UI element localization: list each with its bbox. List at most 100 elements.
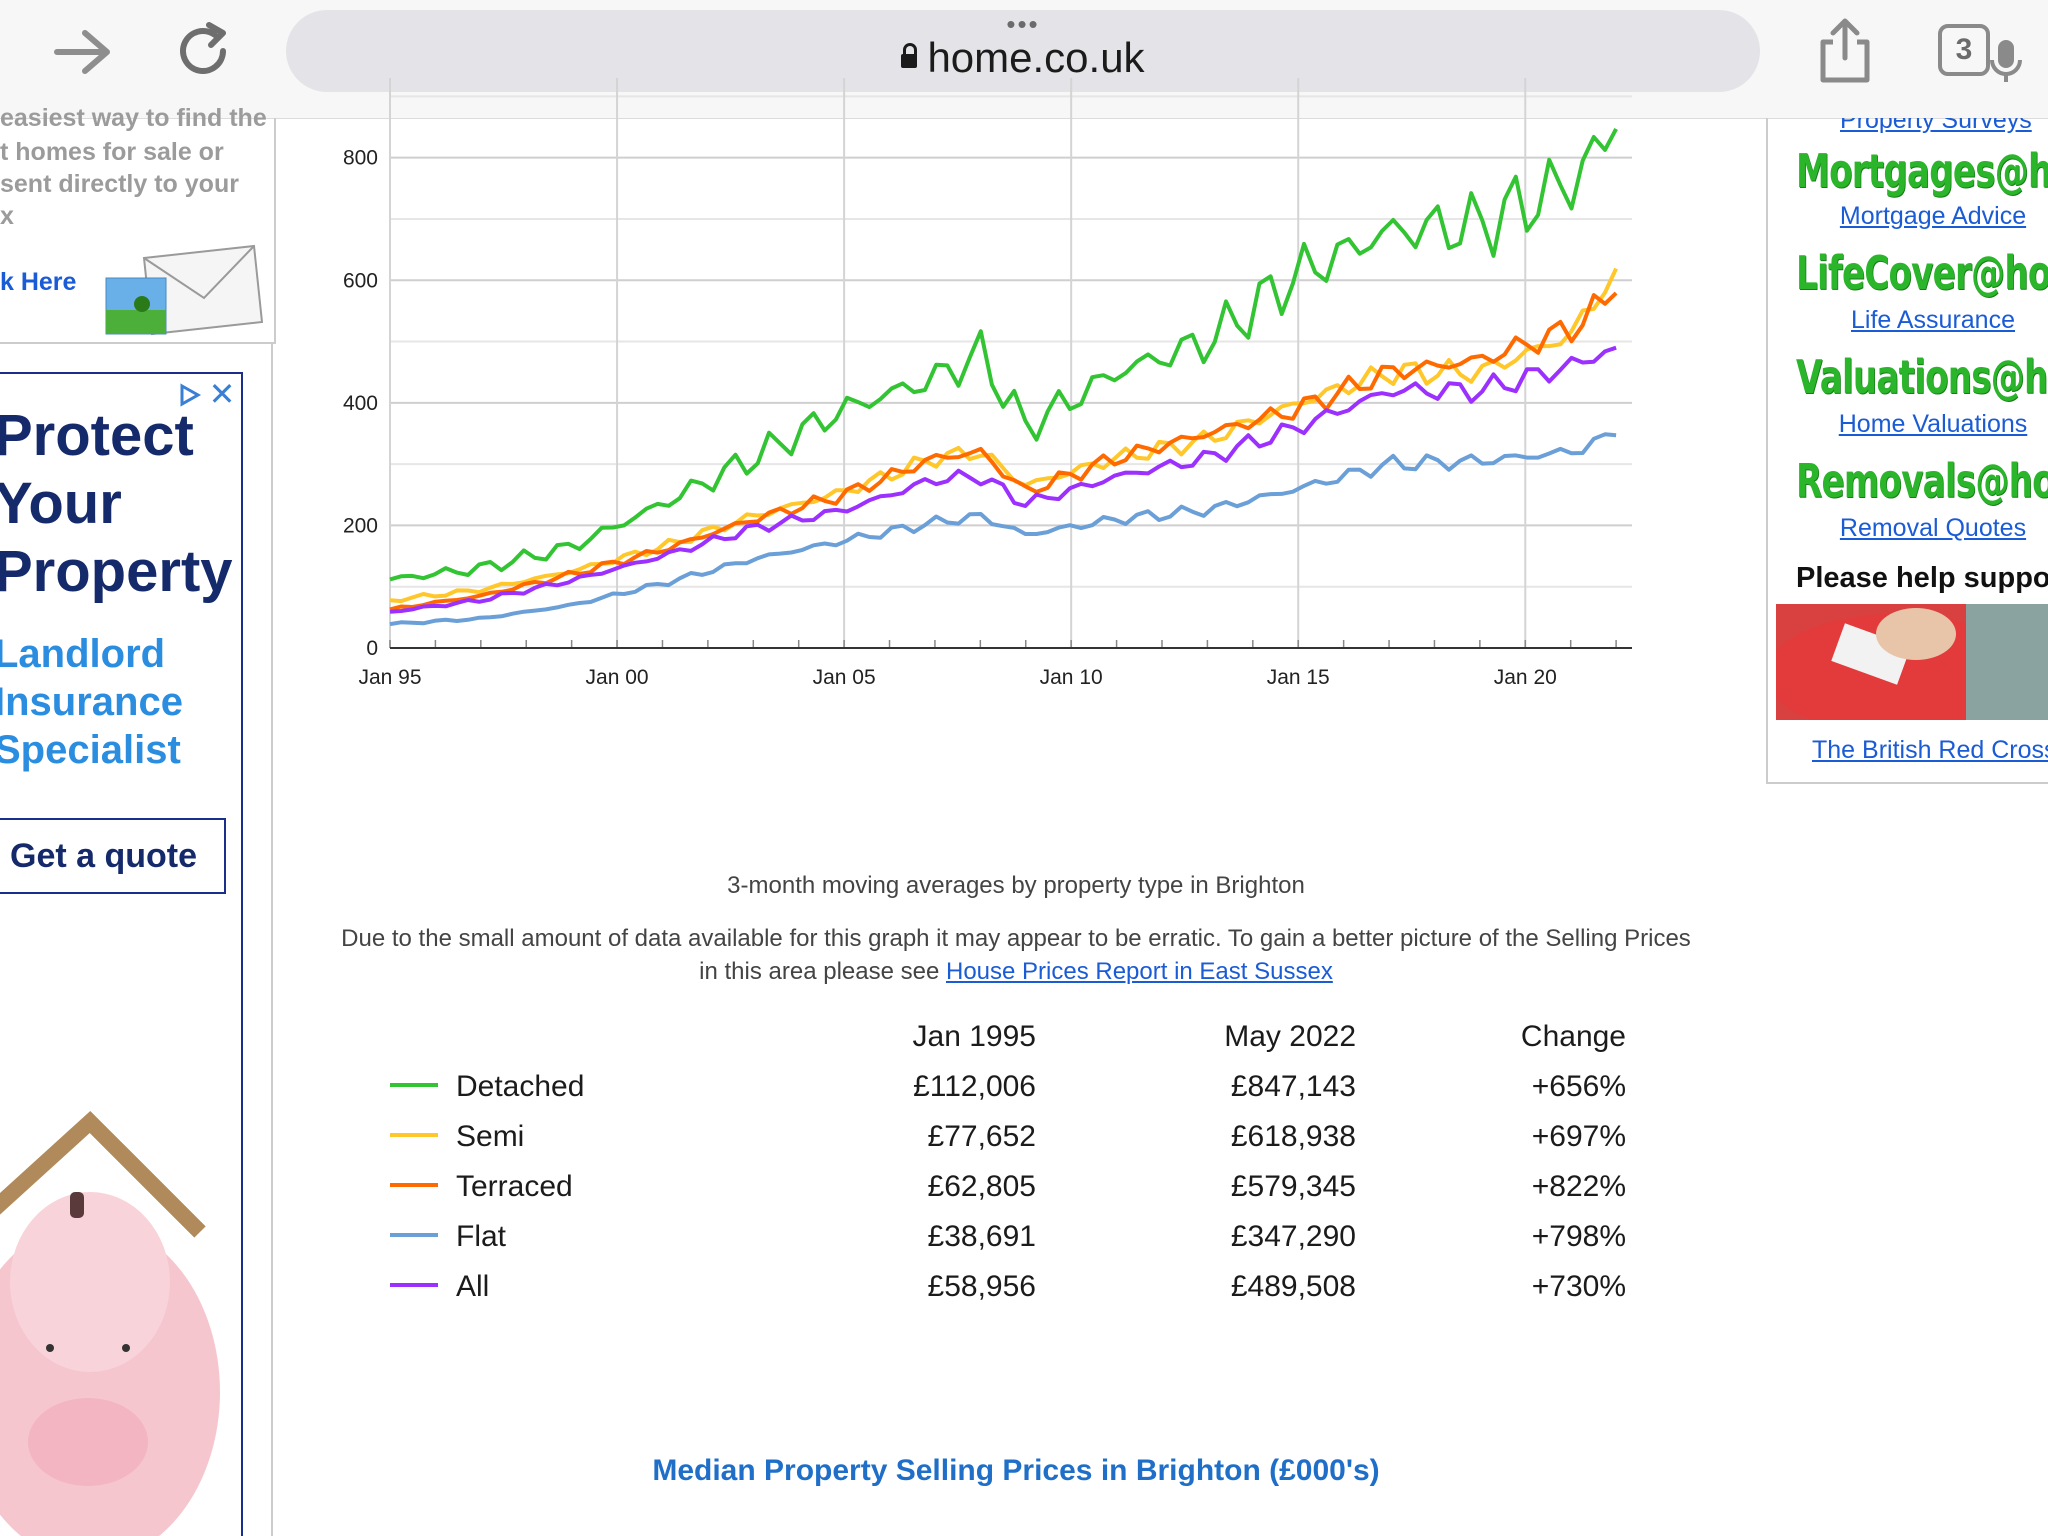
- life-assurance-link[interactable]: Life Assurance: [1851, 306, 2015, 334]
- promo-text: x: [0, 202, 14, 230]
- chart-caption: 3-month moving averages by property type…: [727, 872, 1305, 899]
- price-summary-table: Jan 1995 May 2022 Change Detached £112,00…: [390, 1012, 1626, 1312]
- section-title: Median Property Selling Prices in Bright…: [652, 1454, 1380, 1487]
- property-surveys-link[interactable]: Property Surveys: [1840, 118, 2032, 134]
- ad-headline-line: Property: [0, 539, 233, 604]
- ad-headline-line: Your: [0, 471, 122, 536]
- lock-icon: [901, 43, 918, 68]
- price-change: +697%: [1531, 1120, 1626, 1153]
- email-alert-promo: easiest way to find the t homes for sale…: [0, 104, 276, 344]
- series-line-terraced: [389, 291, 1618, 612]
- lifecover-logo[interactable]: LifeCover@home: [1796, 246, 2048, 300]
- table-header-row: Jan 1995 May 2022 Change: [390, 1012, 1626, 1062]
- ad-subline-line: Landlord: [0, 632, 166, 676]
- price-chart: 0 200 400 600 800 Jan 95 Jan 00 Jan 05 Jan 10 Jan…: [330, 78, 1660, 718]
- price-jan-1995: £38,691: [927, 1220, 1036, 1253]
- price-jan-1995: £58,956: [927, 1270, 1036, 1303]
- y-tick-label: 600: [343, 269, 378, 292]
- microphone-icon[interactable]: [1986, 36, 2026, 86]
- address-bar[interactable]: ••• home.co.uk: [286, 9, 2022, 92]
- y-tick-label: 800: [343, 147, 378, 170]
- legend-swatch: [390, 1133, 438, 1138]
- ad-headline: Protect Your Property: [0, 402, 233, 606]
- series-line-flat: [389, 432, 1617, 627]
- valuations-logo[interactable]: Valuations@home: [1796, 350, 2048, 404]
- price-change: +730%: [1531, 1270, 1626, 1303]
- promo-text: sent directly to your: [0, 170, 239, 198]
- promo-text: t homes for sale or: [0, 138, 224, 166]
- price-may-2022: £847,143: [1230, 1070, 1356, 1103]
- header-jan-1995: Jan 1995: [912, 1020, 1036, 1053]
- british-red-cross-link[interactable]: The British Red Cross: [1812, 736, 2048, 764]
- price-jan-1995: £62,805: [927, 1170, 1036, 1203]
- table-row: Detached £112,006 £847,143 +656%: [390, 1062, 1626, 1112]
- header-spacer: [456, 1012, 776, 1062]
- mortgages-logo[interactable]: Mortgages@home: [1796, 144, 2048, 198]
- property-type: Terraced: [456, 1170, 573, 1203]
- series-line-detached: [389, 127, 1618, 582]
- help-support-heading: Please help support: [1796, 562, 2048, 594]
- price-may-2022: £489,508: [1230, 1270, 1356, 1303]
- home-valuations-link[interactable]: Home Valuations: [1838, 410, 2028, 438]
- house-prices-report-link[interactable]: House Prices Report in East Sussex: [945, 958, 1333, 985]
- price-change: +656%: [1531, 1070, 1626, 1103]
- insurance-ad[interactable]: ✕ Protect Your Property Landlord Insuran…: [0, 372, 243, 1536]
- x-tick-label: Jan 95: [358, 666, 421, 689]
- get-quote-button[interactable]: Get a quote: [0, 818, 226, 894]
- series-line-semi: [389, 267, 1618, 604]
- property-type: Detached: [456, 1070, 585, 1103]
- legend-swatch-cell: [390, 1162, 456, 1212]
- x-tick-label: Jan 05: [813, 666, 876, 689]
- property-type: Semi: [456, 1120, 525, 1153]
- legend-swatch-cell: [390, 1262, 456, 1312]
- price-change: +798%: [1531, 1220, 1626, 1253]
- click-here-link[interactable]: k Here: [0, 268, 77, 296]
- y-tick-label: 200: [343, 514, 378, 537]
- price-jan-1995: £77,652: [927, 1120, 1036, 1153]
- ad-subline-line: Specialist: [0, 728, 181, 772]
- url-domain: home.co.uk: [927, 34, 1145, 81]
- header-may-2022: May 2022: [1224, 1020, 1356, 1053]
- removals-logo[interactable]: Removals@home: [1796, 454, 2048, 508]
- x-tick-label: Jan 15: [1267, 666, 1330, 689]
- table-row: Flat £38,691 £347,290 +798%: [390, 1212, 1626, 1262]
- price-jan-1995: £112,006: [913, 1070, 1036, 1103]
- y-tick-label: 400: [343, 392, 378, 415]
- price-chart-svg: 0 200 400 600 800 Jan 95 Jan 00 Jan 05 Jan 10 Jan…: [343, 78, 1632, 689]
- more-dots-icon[interactable]: •••: [1006, 9, 1040, 39]
- legend-swatch: [390, 1283, 438, 1288]
- ad-subline-line: Insurance: [0, 680, 183, 724]
- price-may-2022: £579,345: [1230, 1170, 1356, 1203]
- adchoices-icon[interactable]: [176, 382, 202, 408]
- price-may-2022: £618,938: [1230, 1120, 1356, 1153]
- legend-swatch: [390, 1183, 438, 1188]
- table-row: Semi £77,652 £618,938 +697%: [390, 1112, 1626, 1162]
- property-type: All: [456, 1270, 490, 1303]
- close-icon[interactable]: ✕: [208, 376, 236, 412]
- price-may-2022: £347,290: [1230, 1220, 1356, 1253]
- url-text: home.co.uk: [286, 34, 1760, 82]
- envelope-icon[interactable]: [104, 238, 264, 338]
- x-tick-label: Jan 20: [1494, 666, 1557, 689]
- property-type: Flat: [456, 1220, 507, 1253]
- legend-swatch-cell: [390, 1112, 456, 1162]
- header-change: Change: [1520, 1020, 1626, 1053]
- tabs-count-button[interactable]: 3: [1938, 24, 1990, 76]
- series-line-all: [389, 345, 1617, 614]
- mortgage-advice-link[interactable]: Mortgage Advice: [1839, 202, 2027, 230]
- services-sidebar: Property Surveys Mortgages@home Mortgage…: [1766, 118, 2048, 784]
- forward-arrow-icon[interactable]: [48, 22, 118, 82]
- legend-swatch: [390, 1083, 438, 1088]
- table-row: Terraced £62,805 £579,345 +822%: [390, 1162, 1626, 1212]
- legend-swatch: [390, 1233, 438, 1238]
- chart-note: Due to the small amount of data availabl…: [330, 922, 1702, 988]
- share-icon[interactable]: [1810, 16, 1880, 86]
- y-tick-label: 0: [366, 637, 378, 660]
- removal-quotes-link[interactable]: Removal Quotes: [1839, 514, 2027, 542]
- header-spacer: [390, 1012, 456, 1062]
- red-cross-photo[interactable]: [1776, 604, 2048, 720]
- reload-icon[interactable]: [170, 18, 240, 84]
- ad-headline-line: Protect: [0, 403, 194, 468]
- price-change: +822%: [1531, 1170, 1626, 1203]
- promo-text: easiest way to find the: [0, 104, 267, 132]
